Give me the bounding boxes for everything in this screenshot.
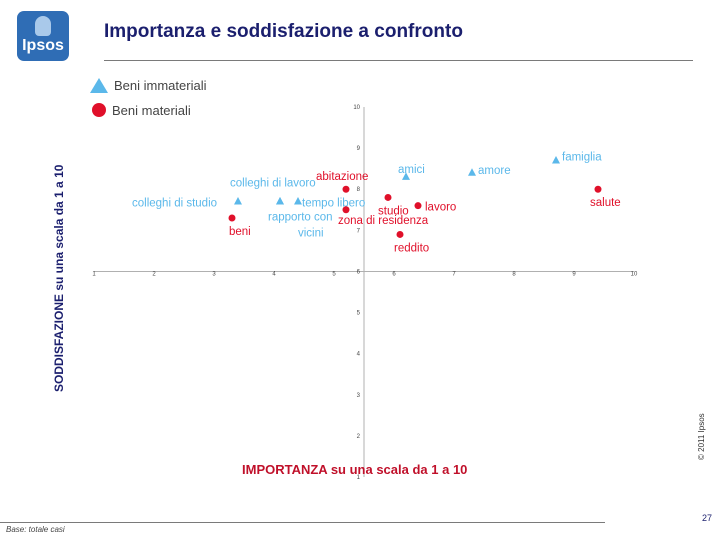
data-label: lavoro xyxy=(425,202,456,214)
copyright-notice: © 2011 Ipsos xyxy=(697,413,706,460)
legend-label-immaterial: Beni immateriali xyxy=(114,77,207,93)
base-note: Base: totale casi xyxy=(6,525,65,534)
data-label: tempo libero xyxy=(302,198,365,210)
y-tick-label: 10 xyxy=(353,105,360,111)
x-tick-label: 1 xyxy=(92,271,96,277)
data-point-triangle xyxy=(276,197,284,205)
triangle-icon xyxy=(90,77,108,93)
data-label: famiglia xyxy=(562,151,602,163)
y-tick-label: 8 xyxy=(357,187,361,193)
data-label: amore xyxy=(478,165,511,177)
data-point-circle xyxy=(342,206,350,214)
y-tick-label: 9 xyxy=(357,146,361,152)
y-tick-label: 3 xyxy=(357,393,361,399)
legend-item-immaterial: Beni immateriali xyxy=(90,76,206,94)
legend-item-material: Beni materiali xyxy=(90,101,191,119)
x-tick-label: 5 xyxy=(332,271,336,277)
legend-label-material: Beni materiali xyxy=(112,102,191,118)
data-label: colleghi di studio xyxy=(132,198,217,210)
data-point-triangle xyxy=(402,172,410,180)
x-tick-label: 3 xyxy=(212,271,216,277)
data-point-circle xyxy=(414,202,422,210)
data-point-circle xyxy=(228,214,236,222)
data-label: studio xyxy=(378,205,409,217)
data-label: zona di residenza xyxy=(338,215,429,227)
ipsos-logo: Ipsos xyxy=(17,11,69,61)
data-label: reddito xyxy=(394,242,429,254)
title-divider xyxy=(104,60,693,61)
x-tick-label: 6 xyxy=(392,271,396,277)
y-tick-label: 7 xyxy=(357,228,361,234)
data-label: rapporto con vicini xyxy=(268,212,333,240)
data-point-triangle xyxy=(234,197,242,205)
x-tick-label: 7 xyxy=(452,271,456,277)
page-number: 27 xyxy=(702,513,713,523)
y-tick-label: 2 xyxy=(357,434,361,440)
data-label: abitazione xyxy=(316,171,368,183)
y-axis-label: SODDISFAZIONE su una scala da 1 a 10 xyxy=(52,164,66,392)
data-point-circle xyxy=(396,230,404,238)
y-tick-label: 1 xyxy=(357,475,361,481)
x-tick-label: 9 xyxy=(572,271,576,277)
circle-icon xyxy=(92,103,106,117)
y-tick-label: 6 xyxy=(357,269,361,275)
page-title: Importanza e soddisfazione a confronto xyxy=(104,21,463,42)
data-label: beni xyxy=(229,226,251,238)
x-tick-label: 4 xyxy=(272,271,276,277)
x-tick-label: 2 xyxy=(152,271,156,277)
logo-mark-icon xyxy=(35,16,51,36)
data-point-triangle xyxy=(552,155,560,164)
data-point-triangle xyxy=(294,197,302,205)
data-label: salute xyxy=(590,197,621,209)
data-label: amici xyxy=(398,164,425,176)
data-label: colleghi di lavoro xyxy=(230,178,316,190)
x-tick-label: 8 xyxy=(512,271,516,277)
data-point-triangle xyxy=(468,168,476,176)
x-axis-label: IMPORTANZA su una scala da 1 a 10 xyxy=(242,462,468,477)
logo-text: Ipsos xyxy=(22,37,64,54)
footer-divider xyxy=(0,522,605,523)
y-tick-label: 4 xyxy=(357,352,361,358)
x-tick-label: 10 xyxy=(631,271,638,277)
y-tick-label: 5 xyxy=(357,311,361,317)
data-point-circle xyxy=(594,185,602,193)
data-point-circle xyxy=(384,193,392,201)
data-point-circle xyxy=(342,185,350,193)
